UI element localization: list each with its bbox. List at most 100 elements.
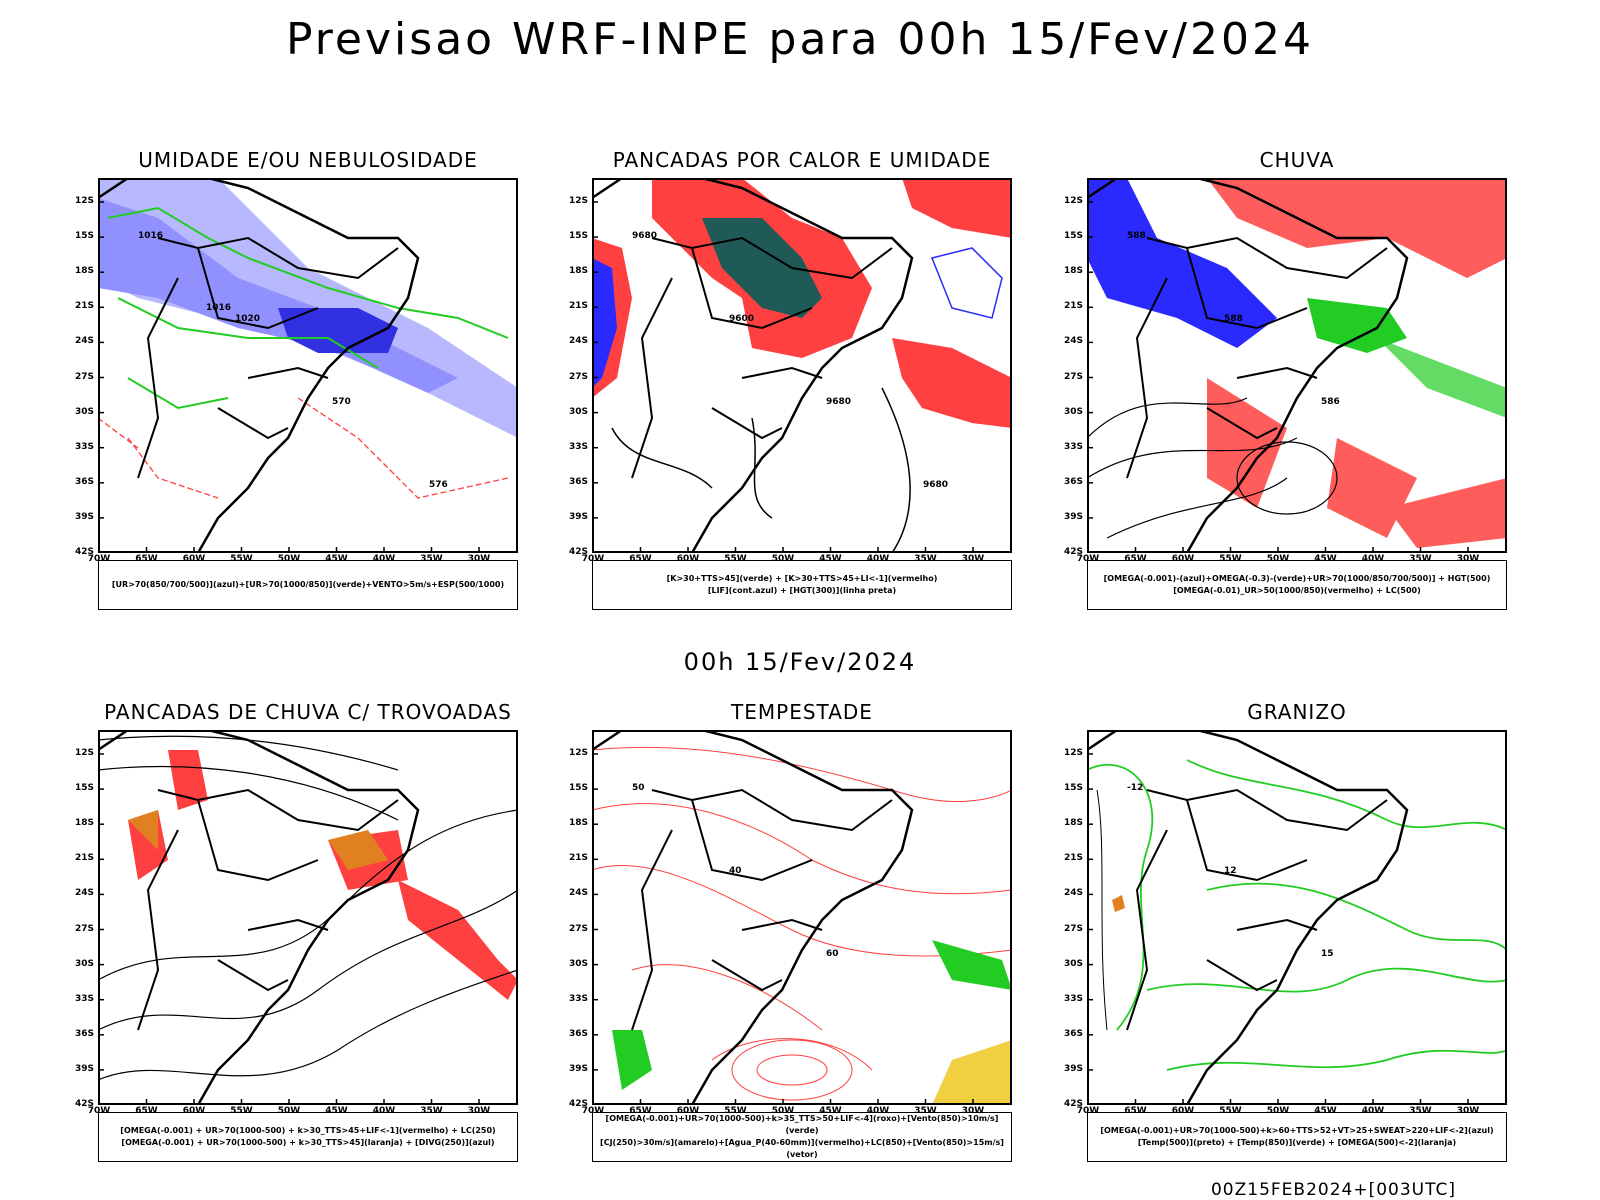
lat-label: 15S <box>1063 783 1083 794</box>
lon-label: 40W <box>866 554 890 564</box>
lat-label: 21S <box>1063 301 1083 312</box>
map-frame <box>592 730 1012 1105</box>
map-trovoadas: 12S 15S 18S 21S 24S 27S 30S 33S 36S 39S 42S 70W 65W 6… <box>75 730 518 1116</box>
lat-label: 27S <box>74 371 94 382</box>
lat-label: 24S <box>568 336 588 347</box>
contour-label: 586 <box>1321 397 1340 407</box>
lat-label: 36S <box>568 1028 588 1039</box>
caption-line: [OMEGA(-0.001) + UR>70(1000-500) + k>30_… <box>121 1138 495 1147</box>
lon-label: 50W <box>277 1106 301 1116</box>
map-frame <box>98 730 518 1105</box>
panel-granizo: GRANIZO -12 12 15 12S 15S 18S 21S 24S 27S 30S 33S… <box>1064 700 1507 1162</box>
lon-label: 30W <box>467 554 491 564</box>
coastline <box>592 730 914 1105</box>
lon-label: 65W <box>629 1106 652 1116</box>
lat-label: 33S <box>1063 441 1083 452</box>
lon-label: 65W <box>1124 1106 1147 1116</box>
contour-label: 1020 <box>235 314 260 324</box>
lon-label: 50W <box>771 1106 795 1116</box>
lat-label: 12S <box>568 748 588 758</box>
lat-label: 27S <box>1063 923 1083 934</box>
map-frame <box>592 178 1012 553</box>
lat-label: 27S <box>1063 371 1083 382</box>
lon-label: 35W <box>420 1106 443 1116</box>
map-tempestade: 50 40 60 12S 15S 18S 21S 24S 27S 30S 33S 36S 39S 42S… <box>569 730 1012 1116</box>
lat-label: 30S <box>1063 958 1083 969</box>
contour-label: 9680 <box>826 397 851 407</box>
lon-label: 55W <box>230 1106 253 1116</box>
lon-label: 70W <box>581 1106 605 1116</box>
panel-pancadas-calor: PANCADAS POR CALOR E UMIDADE 9680 9600 968… <box>569 148 1012 610</box>
lat-label: 24S <box>1063 888 1083 899</box>
lat-label: 33S <box>568 441 588 452</box>
lat-label: 39S <box>568 511 588 522</box>
caption-line: [LIF](cont.azul) + [HGT(300)](linha pret… <box>707 586 897 595</box>
lat-label: 24S <box>74 888 94 899</box>
lat-label: 18S <box>1063 266 1083 277</box>
country-borders <box>631 236 893 479</box>
lat-label: 42S <box>568 547 588 557</box>
lat-label: 21S <box>1063 853 1083 864</box>
lon-label: 60W <box>676 554 700 564</box>
lon-label: 40W <box>1361 1106 1385 1116</box>
map-granizo: -12 12 15 12S 15S 18S 21S 24S 27S 30S 33S 36S 39S 42… <box>1064 730 1507 1116</box>
country-borders <box>1126 236 1388 479</box>
contour-label: 1016 <box>206 303 231 313</box>
panel-title: PANCADAS POR CALOR E UMIDADE <box>612 148 992 172</box>
lon-label: 45W <box>325 554 348 564</box>
lon-label: 70W <box>87 554 111 564</box>
lat-label: 21S <box>74 301 94 312</box>
panel-title: TEMPESTADE <box>731 700 873 724</box>
lat-label: 15S <box>568 783 588 794</box>
panel-title: GRANIZO <box>1247 700 1347 724</box>
panel-title: UMIDADE E/OU NEBULOSIDADE <box>138 148 478 172</box>
panel-title: CHUVA <box>1259 148 1335 172</box>
lon-label: 70W <box>581 554 605 564</box>
lon-label: 30W <box>1456 554 1480 564</box>
lon-label: 35W <box>914 1106 937 1116</box>
lon-label: 30W <box>961 1106 985 1116</box>
lat-label: 24S <box>568 888 588 899</box>
contour-label: 570 <box>332 397 351 407</box>
lat-label: 36S <box>568 476 588 487</box>
lon-label: 55W <box>1219 1106 1242 1116</box>
contour-label: -12 <box>1127 783 1143 793</box>
panel-caption: [K>30+TTS>45](verde) + [K>30+TTS>45+LI<-… <box>592 560 1012 610</box>
lon-label: 55W <box>1219 554 1242 564</box>
lon-label: 55W <box>724 554 747 564</box>
lon-label: 40W <box>372 1106 396 1116</box>
lat-label: 15S <box>74 231 94 242</box>
caption-line: [Temp(500)](preto) + [Temp(850)](verde) … <box>1137 1138 1457 1147</box>
caption-line: [OMEGA(-0.001) + UR>70(1000-500) + k>30_… <box>120 1126 496 1135</box>
lat-label: 12S <box>568 196 588 206</box>
lat-label: 30S <box>1063 406 1083 417</box>
caption-line: [OMEGA(-0.001)+UR>70(1000-500)+k>60+TTS>… <box>1100 1126 1494 1135</box>
lat-label: 42S <box>1063 547 1083 557</box>
country-borders <box>1126 788 1388 1031</box>
lon-label: 40W <box>866 1106 890 1116</box>
lon-label: 70W <box>1076 1106 1100 1116</box>
map-umidade: 1016 1020 570 576 1016 12S 15S 18S 21S 24S 27S 30S… <box>75 178 518 564</box>
lat-label: 39S <box>1063 1063 1083 1074</box>
lat-label: 21S <box>74 853 94 864</box>
lat-label: 15S <box>74 783 94 794</box>
caption-line: [OMEGA(-0.01)_UR>50(1000/850)(vermelho) … <box>1173 586 1421 595</box>
lat-label: 18S <box>1063 818 1083 829</box>
map-frame <box>1087 178 1507 553</box>
lon-label: 40W <box>372 554 396 564</box>
lat-label: 24S <box>1063 336 1083 347</box>
lat-label: 33S <box>74 993 94 1004</box>
panel-title: PANCADAS DE CHUVA C/ TROVOADAS <box>104 700 512 724</box>
lon-label: 65W <box>135 1106 158 1116</box>
lon-label: 70W <box>1076 554 1100 564</box>
footer-timestamp: 00Z15FEB2024+[003UTC] <box>1210 1180 1456 1200</box>
lat-label: 36S <box>74 476 94 487</box>
panel-caption: [OMEGA(-0.001)-(azul)+OMEGA(-0.3)-(verde… <box>1087 560 1507 610</box>
lon-label: 35W <box>914 554 937 564</box>
lat-label: 21S <box>568 301 588 312</box>
lat-label: 18S <box>568 818 588 829</box>
panel-tempestade: TEMPESTADE 50 40 60 12S 15S 18S 21S 24S 27S 30S 3… <box>569 700 1012 1162</box>
lon-label: 40W <box>1361 554 1385 564</box>
contour-label: 9680 <box>923 480 948 490</box>
map-pancadas-calor: 9680 9600 9680 9680 12S 15S 18S 21S 24S 27S 30S 33… <box>569 178 1012 564</box>
